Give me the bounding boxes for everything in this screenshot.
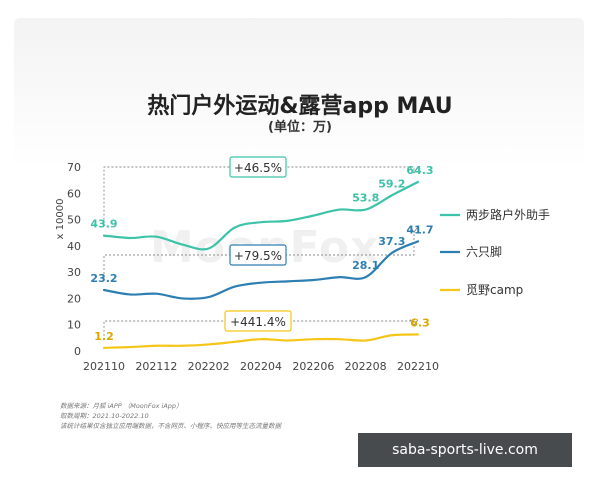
series-line-1 <box>102 240 420 300</box>
y-axis-label: x 10000 <box>55 199 66 240</box>
x-tick-label: 202112 <box>135 360 177 373</box>
growth-arrowhead <box>409 166 419 174</box>
data-label: 59.2 <box>378 177 405 190</box>
source-line: 数据来源：月狐 iAPP （MoonFox iApp） <box>60 402 183 410</box>
growth-bracket <box>103 166 415 224</box>
x-tick-label: 202204 <box>240 360 282 373</box>
x-tick-label: 202206 <box>292 360 334 373</box>
growth-label: +46.5% <box>234 161 282 175</box>
growth-arrowhead <box>409 319 419 327</box>
x-tick-label: 202110 <box>83 360 125 373</box>
y-tick-label: 0 <box>74 345 81 358</box>
period-line: 取数周期：2021.10-2022.10 <box>60 412 149 420</box>
y-tick-label: 40 <box>67 240 81 253</box>
data-label: 37.3 <box>378 235 405 248</box>
x-tick-label: 202208 <box>345 360 387 373</box>
data-label: 28.1 <box>352 259 379 272</box>
y-tick-label: 20 <box>67 292 81 305</box>
site-watermark: saba-sports-live.com <box>358 433 572 467</box>
data-label: 23.2 <box>90 272 117 285</box>
y-tick-label: 50 <box>67 214 81 227</box>
growth-arrowhead <box>409 226 419 234</box>
growth-label: +79.5% <box>234 249 282 263</box>
data-source-note: 数据来源：月狐 iAPP （MoonFox iApp） 取数周期：2021.10… <box>60 401 360 431</box>
growth-box <box>229 244 287 266</box>
data-label: 6.3 <box>410 316 430 329</box>
chart-subtitle: (单位：万) <box>268 120 332 135</box>
y-tick-label: 60 <box>67 187 81 200</box>
legend-label: 两步路户外助手 <box>466 207 550 222</box>
x-tick-label: 202210 <box>397 360 439 373</box>
site-watermark-text: saba-sports-live.com <box>392 442 538 458</box>
growth-box <box>229 156 287 178</box>
disclaimer-line: 该统计结果仅含独立应用端数据，不含网页、小程序、快应用等生态流量数据 <box>60 422 281 430</box>
legend-label: 觅野camp <box>466 283 523 297</box>
chart-card <box>14 18 584 446</box>
data-label: 41.7 <box>406 223 433 236</box>
x-tick-label: 202202 <box>188 360 230 373</box>
y-tick-label: 30 <box>67 266 81 279</box>
chart-title: 热门户外运动&露营app MAU <box>147 94 453 119</box>
data-label: 53.8 <box>352 192 379 205</box>
data-label: 64.3 <box>406 164 433 177</box>
legend-label: 六只脚 <box>466 244 502 259</box>
data-label: 1.2 <box>94 330 114 343</box>
y-tick-label: 10 <box>67 319 81 332</box>
growth-box <box>224 310 292 332</box>
series-line-0 <box>102 180 420 251</box>
growth-label: +441.4% <box>230 315 286 329</box>
y-tick-label: 70 <box>67 161 81 174</box>
data-label: 43.9 <box>90 218 117 231</box>
series-line-2 <box>102 333 420 349</box>
